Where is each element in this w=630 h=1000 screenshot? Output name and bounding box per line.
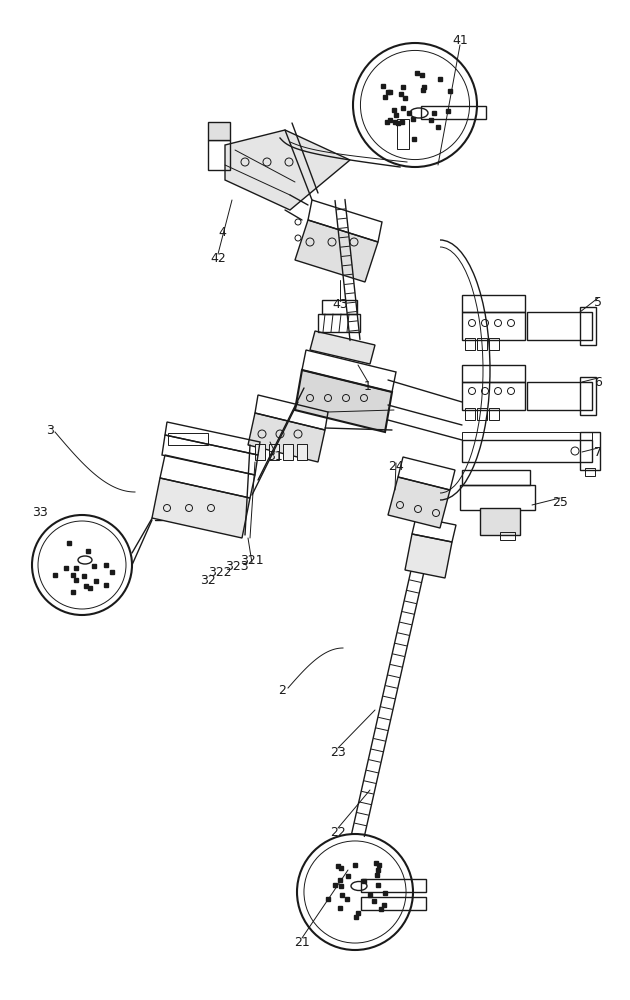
Text: 32: 32 [200,574,216,586]
Polygon shape [405,534,452,578]
Text: 4: 4 [218,226,226,238]
Polygon shape [388,477,450,528]
Text: 25: 25 [552,495,568,508]
Bar [255,444,265,460]
Bar [585,468,595,476]
Bar [397,119,409,149]
Text: 43: 43 [332,298,348,312]
Polygon shape [295,370,392,432]
Bar [462,432,592,440]
Bar [477,408,487,420]
Bar [462,440,592,462]
Text: 22: 22 [330,826,346,838]
Text: 24: 24 [388,460,404,474]
Bar [489,408,499,420]
Text: 31: 31 [267,450,283,462]
Text: 42: 42 [210,251,226,264]
Bar [269,444,279,460]
Bar [361,897,426,910]
Text: 33: 33 [32,506,48,520]
Bar [322,300,357,314]
Bar [527,312,592,340]
Text: 321: 321 [240,554,264,566]
Bar [489,338,499,350]
Bar [465,338,475,350]
Text: 6: 6 [594,375,602,388]
Bar [208,122,230,140]
Polygon shape [152,478,250,538]
Text: 5: 5 [594,296,602,308]
Text: 323: 323 [225,560,249,572]
Text: 322: 322 [208,566,232,578]
Bar [580,377,596,415]
Text: 41: 41 [452,33,468,46]
Bar [500,532,515,540]
Text: 2: 2 [278,684,286,696]
Polygon shape [225,130,350,210]
Bar [527,382,592,410]
Polygon shape [480,508,520,535]
Text: 21: 21 [294,936,310,948]
Bar [580,307,596,345]
Bar [283,444,293,460]
Text: 23: 23 [330,746,346,758]
Bar [297,444,307,460]
Text: 7: 7 [594,446,602,458]
Bar [465,408,475,420]
Text: 3: 3 [46,424,54,436]
Bar [318,314,360,332]
Polygon shape [248,413,325,462]
Bar [477,338,487,350]
Bar [361,879,426,892]
Polygon shape [295,220,378,282]
Text: 1: 1 [364,379,372,392]
Bar [168,433,208,445]
Bar [208,140,230,170]
Bar [421,106,486,119]
Bar [580,432,600,470]
Polygon shape [310,331,375,364]
